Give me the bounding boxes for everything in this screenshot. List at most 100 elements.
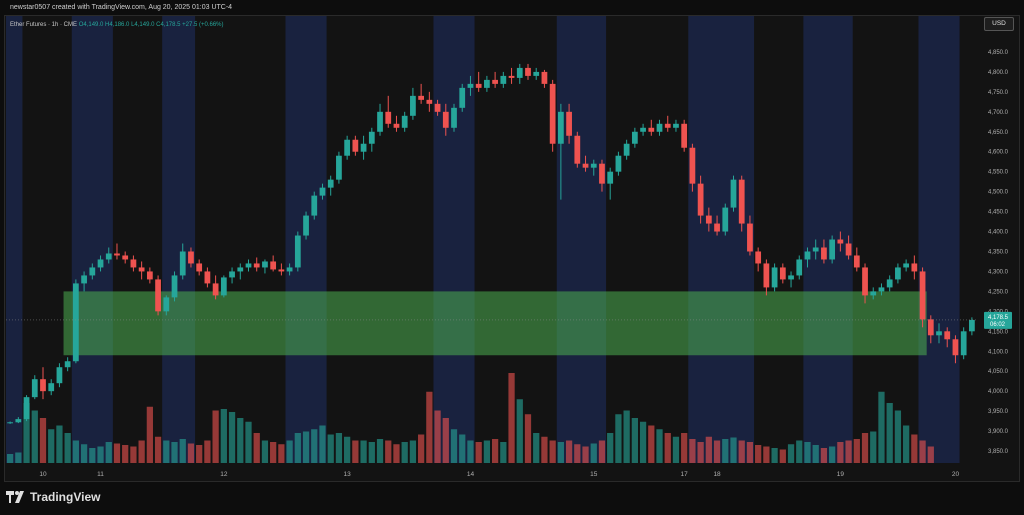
volume-bar: [787, 444, 795, 463]
volume-bar: [270, 442, 277, 463]
currency-button[interactable]: USD: [984, 17, 1014, 31]
candle-body: [492, 79, 498, 84]
candle-body: [64, 361, 71, 368]
volume-bar: [286, 440, 293, 463]
volume-bar: [122, 445, 129, 463]
candle-body: [229, 271, 235, 278]
volume-bar: [352, 440, 359, 463]
x-tick-label: 17: [681, 471, 689, 478]
chart-legend: Ether Futures · 1h · CME O4,149.0 H4,186…: [10, 22, 224, 28]
candle-body: [442, 111, 449, 128]
volume-bar: [705, 436, 712, 463]
candle-body: [837, 239, 844, 244]
candle-body: [952, 339, 959, 356]
candle-body: [747, 223, 753, 252]
current-price-countdown: 06:02: [990, 322, 1006, 328]
candle-body: [253, 263, 260, 268]
volume-bar: [253, 433, 260, 463]
candle-body: [500, 75, 507, 84]
candle-body: [484, 79, 490, 88]
candle-body: [245, 263, 252, 268]
candle-body: [599, 163, 605, 184]
volume-bar: [623, 410, 630, 463]
candle-body: [969, 319, 975, 332]
volume-bar: [615, 414, 622, 463]
legend-value: +27.5 (+0.66%): [182, 22, 223, 28]
volume-bar: [344, 436, 351, 463]
volume-bar: [656, 429, 663, 463]
x-tick-label: 10: [39, 471, 47, 478]
y-tick-label: 4,000.0: [988, 389, 1009, 395]
candle-body: [689, 147, 696, 184]
volume-bar: [376, 439, 384, 463]
volume-bar: [163, 440, 170, 463]
candle-body: [97, 259, 104, 268]
volume-bar: [697, 442, 704, 463]
candle-body: [829, 239, 836, 260]
volume-bar: [911, 434, 918, 463]
y-tick-label: 4,050.0: [988, 369, 1009, 375]
volume-bar: [228, 412, 236, 463]
y-tick-label: 3,950.0: [988, 409, 1009, 415]
candle-body: [163, 297, 170, 312]
volume-bar: [796, 440, 803, 463]
candle-body: [459, 87, 466, 108]
candle-body: [475, 83, 482, 88]
session-band: [433, 16, 475, 463]
candle-body: [401, 115, 408, 128]
candle-body: [114, 253, 120, 256]
current-price-tag: [984, 311, 1012, 329]
candle-body: [368, 131, 375, 144]
volume-bar: [689, 439, 696, 463]
y-tick-label: 4,100.0: [988, 349, 1009, 355]
volume-bar: [302, 431, 310, 463]
x-tick-label: 12: [220, 471, 228, 478]
candle-body: [779, 267, 786, 280]
volume-bar: [820, 448, 828, 463]
x-tick-label: 15: [590, 471, 598, 478]
candle-body: [237, 267, 244, 272]
volume-bar: [491, 439, 499, 463]
candle-body: [878, 287, 885, 292]
candle-body: [278, 269, 285, 272]
volume-bar: [6, 454, 14, 463]
candle-body: [196, 263, 203, 272]
candle-body: [319, 187, 326, 196]
candle-body: [15, 419, 22, 423]
candle-body: [607, 171, 614, 184]
candle-body: [853, 255, 860, 268]
candle-body: [516, 67, 523, 78]
current-price-label: 4,178.5: [988, 315, 1009, 321]
candle-body: [122, 255, 129, 260]
volume-bar: [80, 444, 88, 463]
candle-body: [360, 143, 367, 152]
candle-body: [40, 379, 46, 392]
volume-bar: [327, 434, 334, 463]
candle-body: [155, 279, 161, 312]
candle-body: [81, 275, 87, 284]
tradingview-branding[interactable]: TradingView: [6, 490, 100, 504]
volume-bar: [557, 442, 564, 463]
volume-bar: [97, 446, 104, 463]
volume-bar: [245, 421, 252, 463]
candle-body: [262, 261, 268, 268]
candle-body: [56, 367, 63, 384]
candle-body: [722, 207, 729, 232]
candle-body: [919, 271, 926, 320]
volume-bar: [467, 440, 474, 463]
legend-value: L4,149.0: [131, 22, 156, 28]
volume-bar: [220, 409, 227, 463]
volume-bar: [475, 442, 482, 463]
y-tick-label: 4,500.0: [988, 190, 1009, 196]
candle-body: [303, 215, 309, 236]
volume-bar: [196, 445, 203, 463]
candle-body: [171, 275, 178, 298]
candle-body: [911, 263, 918, 272]
candle-body: [426, 99, 433, 104]
candle-body: [738, 179, 745, 224]
candle-body: [385, 111, 392, 124]
candle-body: [138, 267, 145, 272]
y-tick-label: 4,450.0: [988, 210, 1009, 216]
candle-body: [344, 139, 351, 156]
